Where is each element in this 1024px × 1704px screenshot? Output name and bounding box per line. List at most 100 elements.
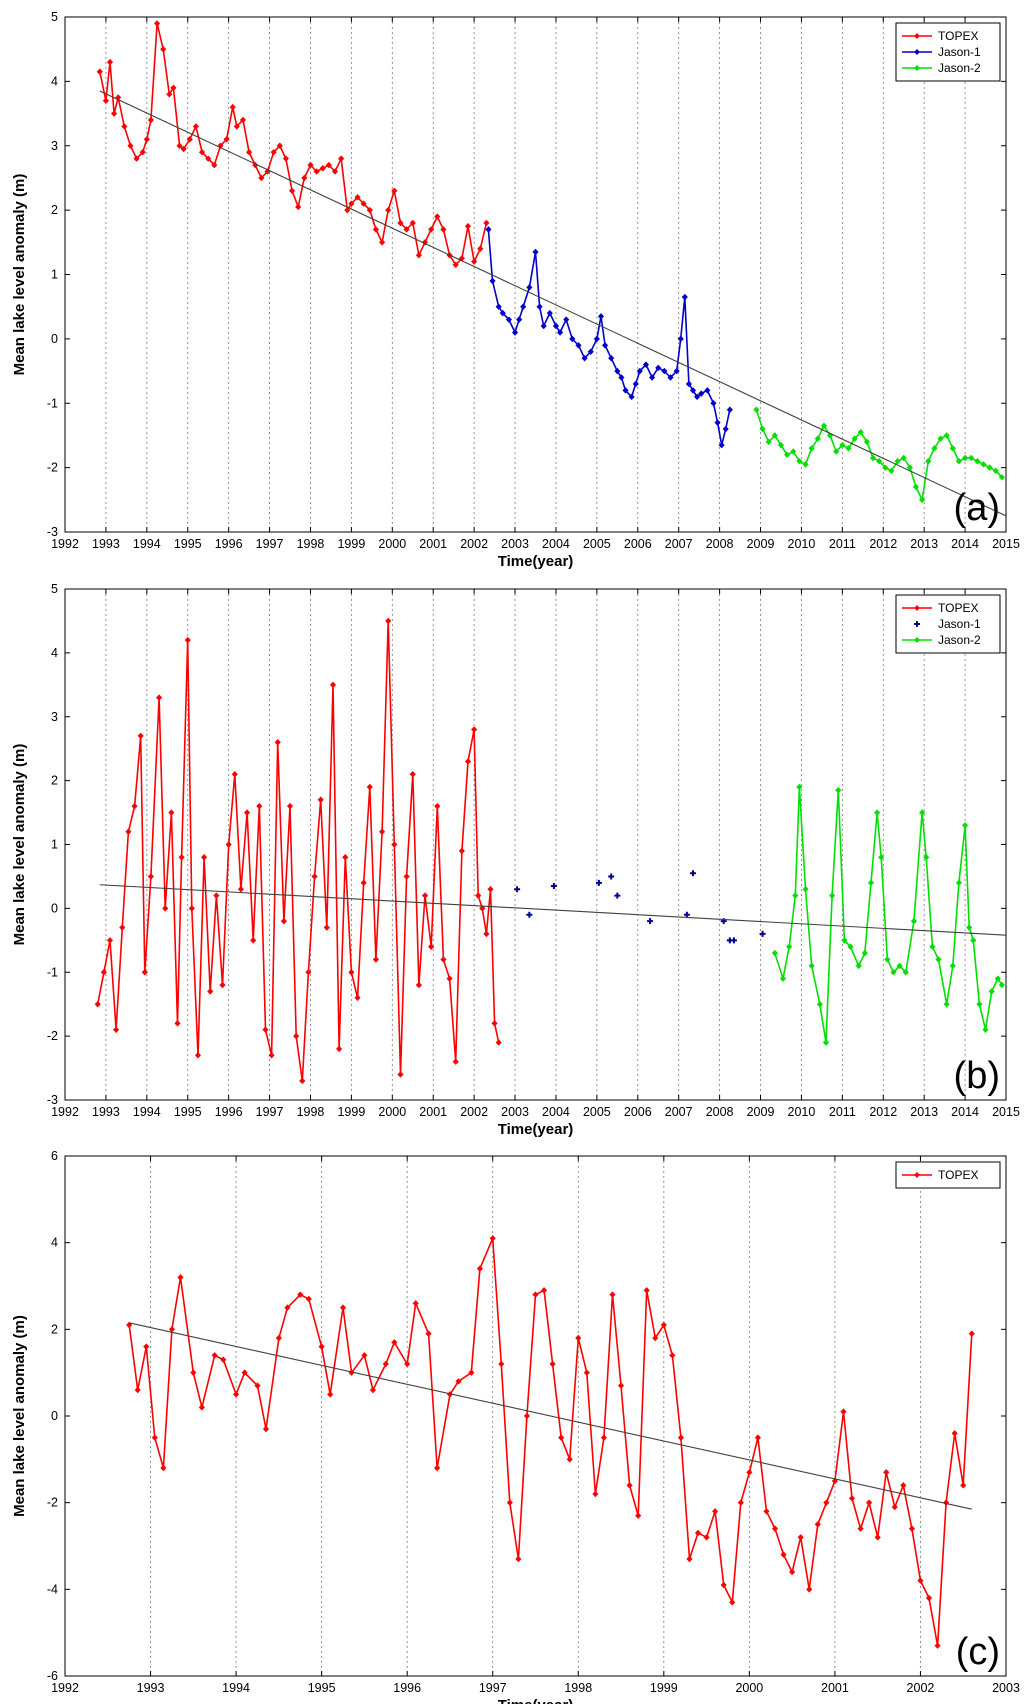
data-point — [902, 968, 909, 976]
data-point — [988, 988, 995, 995]
data-point — [391, 187, 398, 195]
plot-area — [65, 17, 1006, 532]
data-point — [331, 168, 339, 175]
data-point — [348, 968, 355, 976]
plot-content — [126, 1234, 975, 1650]
data-point — [141, 968, 148, 976]
data-point — [759, 425, 766, 433]
data-point — [994, 975, 1001, 983]
data-point — [174, 1019, 181, 1027]
data-point — [170, 84, 177, 92]
legend-marker — [914, 33, 920, 39]
data-point — [434, 802, 441, 810]
data-point — [593, 335, 601, 343]
legend-label: TOPEX — [938, 1168, 978, 1182]
data-point — [648, 374, 656, 381]
data-point — [556, 329, 564, 336]
legend-label: Jason-1 — [938, 45, 981, 59]
data-point — [884, 956, 891, 963]
data-point — [698, 390, 705, 397]
legend-item-topex: TOPEX — [902, 1168, 978, 1182]
data-point — [299, 1077, 306, 1085]
data-point — [134, 1386, 141, 1394]
data-point — [685, 380, 693, 388]
data-point — [372, 956, 380, 963]
data-point — [888, 467, 895, 475]
data-point — [446, 975, 453, 983]
data-point — [797, 1533, 804, 1541]
data-point — [970, 936, 977, 944]
data-point — [683, 911, 690, 918]
trend-line — [129, 1322, 972, 1510]
data-point — [583, 1369, 590, 1377]
data-point — [523, 1412, 531, 1420]
data-point — [262, 1026, 269, 1034]
data-point — [106, 58, 114, 66]
data-point — [703, 1533, 710, 1541]
x-tick-label: 2012 — [869, 1105, 897, 1119]
x-tick-label: 1999 — [650, 1681, 678, 1695]
data-point — [284, 1304, 291, 1312]
data-point — [848, 1494, 856, 1502]
legend-item-topex: TOPEX — [902, 601, 978, 615]
data-point — [415, 251, 423, 259]
data-point — [506, 1499, 513, 1507]
data-point — [112, 1026, 120, 1034]
x-tick-label: 2000 — [378, 537, 406, 551]
data-point — [428, 943, 435, 951]
series-jason-1 — [514, 870, 766, 944]
x-tick-label: 1995 — [308, 1681, 336, 1695]
data-point — [233, 123, 240, 130]
x-tick-label: 2011 — [829, 1105, 856, 1119]
x-tick-label: 1992 — [51, 1681, 79, 1695]
data-point — [403, 873, 410, 880]
data-point — [689, 387, 697, 394]
data-point — [753, 406, 760, 414]
data-point — [552, 322, 560, 330]
data-point — [434, 213, 441, 220]
data-point — [385, 617, 392, 625]
y-axis-title: Mean lake level anomaly (m) — [11, 744, 28, 946]
data-point — [951, 1429, 958, 1437]
data-point — [851, 435, 858, 443]
legend-marker — [914, 605, 920, 611]
x-tick-label: 2001 — [821, 1681, 849, 1695]
data-point — [360, 879, 367, 887]
data-point — [305, 1295, 312, 1303]
x-tick-label: 2014 — [951, 1105, 979, 1119]
data-point — [307, 161, 314, 169]
data-point — [891, 1503, 898, 1511]
data-point — [192, 123, 200, 130]
data-point — [100, 968, 108, 976]
series-topex — [126, 1234, 975, 1650]
data-point — [894, 457, 901, 465]
x-tick-label: 2012 — [869, 537, 897, 551]
data-point — [763, 1507, 770, 1515]
data-point — [147, 116, 155, 124]
data-point — [635, 1512, 642, 1520]
data-point — [918, 809, 926, 816]
data-point — [833, 448, 840, 455]
data-point — [166, 90, 173, 98]
y-tick-label: 3 — [51, 139, 58, 153]
data-point — [677, 1434, 685, 1442]
x-tick-label: 1994 — [133, 1105, 161, 1119]
data-point — [178, 853, 185, 861]
x-tick-label: 2001 — [419, 537, 447, 551]
x-tick-label: 2008 — [706, 1105, 734, 1119]
y-axis-title: Mean lake level anomaly (m) — [11, 1315, 28, 1517]
data-point — [608, 873, 615, 880]
data-point — [468, 1369, 475, 1377]
data-point — [366, 783, 373, 791]
data-point — [391, 841, 398, 848]
x-tick-label: 2015 — [992, 537, 1020, 551]
y-tick-label: -3 — [47, 525, 58, 539]
data-point — [505, 316, 513, 323]
data-point — [188, 905, 195, 912]
data-point — [344, 206, 351, 214]
y-tick-label: 5 — [51, 582, 58, 596]
data-point — [712, 1507, 719, 1515]
y-tick-label: 0 — [51, 901, 58, 915]
data-point — [925, 1594, 933, 1602]
data-point — [366, 206, 373, 214]
